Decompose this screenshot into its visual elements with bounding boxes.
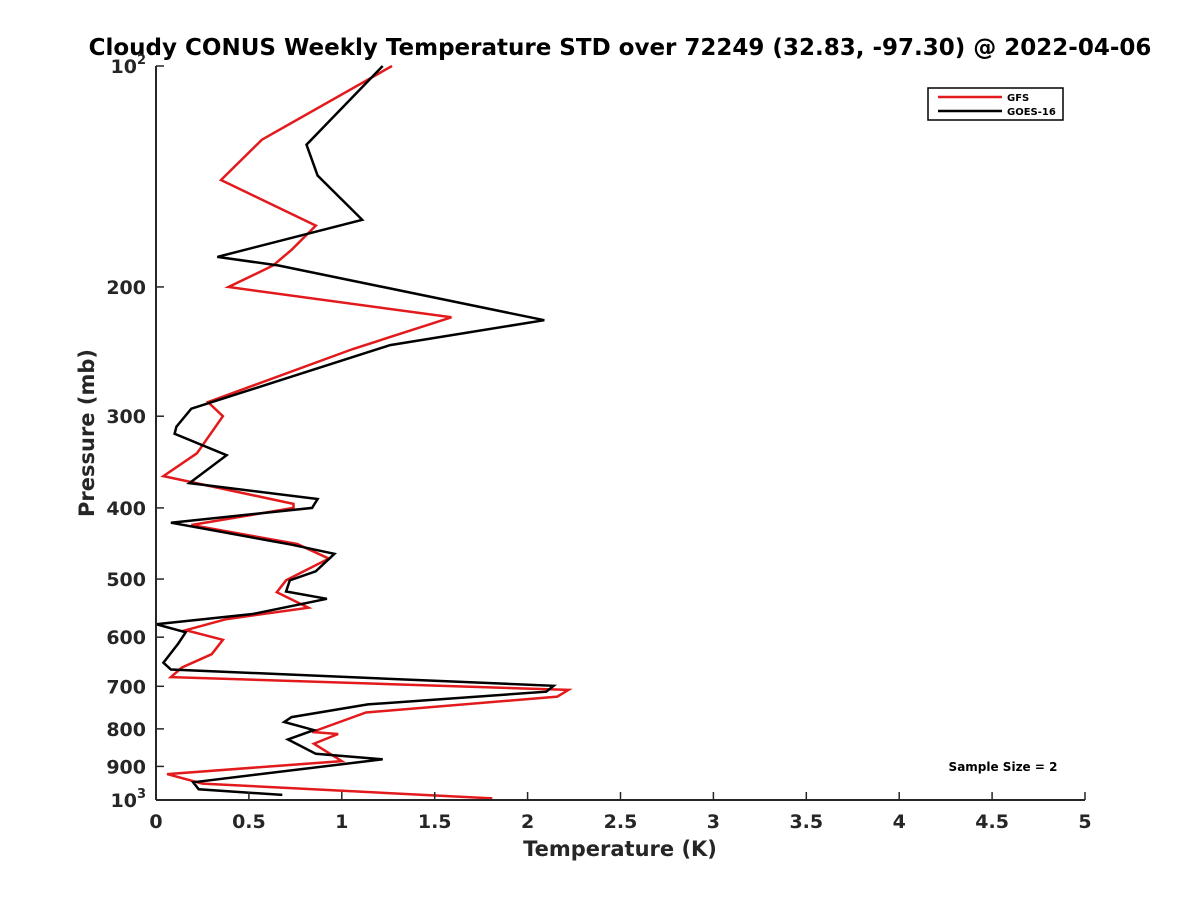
- y-tick-label: 600: [106, 627, 146, 649]
- x-tick-label: 5: [1078, 811, 1091, 833]
- y-tick-label: 800: [106, 719, 146, 741]
- x-axis-label: Temperature (K): [523, 837, 717, 861]
- x-tick-label: 3.5: [789, 811, 823, 833]
- x-tick-label: 4: [893, 811, 906, 833]
- y-tick-label: 103: [111, 787, 147, 812]
- axes-layer: [155, 66, 1085, 801]
- legend-label-goes-16: GOES-16: [1007, 107, 1056, 118]
- legend-label-gfs: GFS: [1007, 93, 1029, 104]
- x-tick-label: 2.5: [604, 811, 638, 833]
- legend-box: [927, 87, 1064, 121]
- x-tick-label: 3: [707, 811, 720, 833]
- y-tick-label: 400: [106, 498, 146, 520]
- x-tick-label: 4.5: [975, 811, 1009, 833]
- y-ticks: 102 200 300 400 500 600 700 800 900 103: [106, 53, 164, 812]
- series-line-gfs: [160, 64, 573, 800]
- x-tick-label: 0.5: [232, 811, 266, 833]
- y-tick-label: 900: [106, 756, 146, 778]
- y-tick-label: 200: [106, 277, 146, 299]
- y-tick-label: 500: [106, 569, 146, 591]
- y-axis-label: Pressure (mb): [75, 349, 99, 517]
- series-line-goes-16: [155, 65, 557, 797]
- y-tick-label: 102: [111, 53, 147, 78]
- sample-size-annotation: Sample Size = 2: [949, 760, 1058, 774]
- x-tick-label: 1.5: [418, 811, 452, 833]
- x-tick-label: 0: [149, 811, 162, 833]
- x-ticks: 0 0.5 1 1.5 2 2.5 3 3.5 4 4.5 5: [149, 792, 1092, 833]
- x-tick-label: 1: [335, 811, 348, 833]
- legend: GFS GOES-16: [927, 87, 1064, 121]
- x-tick-label: 2: [521, 811, 534, 833]
- series-layer: [155, 64, 573, 800]
- chart-title: Cloudy CONUS Weekly Temperature STD over…: [89, 35, 1152, 61]
- y-tick-label: 700: [106, 676, 146, 698]
- y-tick-label: 300: [106, 406, 146, 428]
